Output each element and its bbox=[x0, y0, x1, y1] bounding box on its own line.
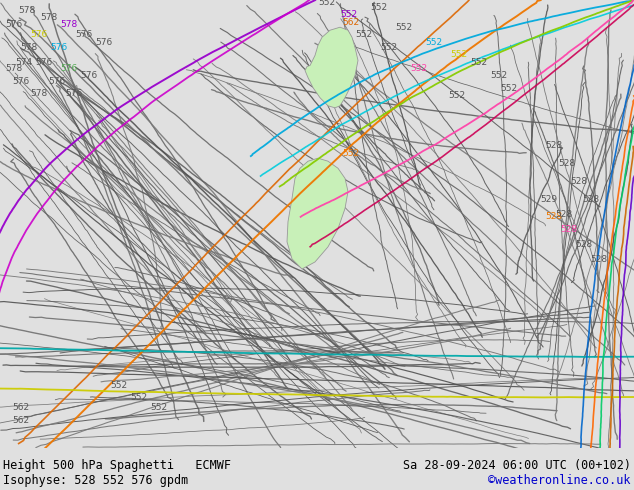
Text: 552: 552 bbox=[110, 381, 127, 390]
Text: 578: 578 bbox=[60, 20, 77, 29]
Text: 552: 552 bbox=[150, 403, 167, 412]
Polygon shape bbox=[305, 27, 358, 108]
Text: 562: 562 bbox=[342, 18, 359, 27]
Text: 552: 552 bbox=[342, 149, 359, 158]
Text: Height 500 hPa Spaghetti   ECMWF: Height 500 hPa Spaghetti ECMWF bbox=[3, 459, 231, 472]
Text: 576: 576 bbox=[65, 89, 82, 98]
Text: 552: 552 bbox=[318, 0, 335, 7]
Text: 552: 552 bbox=[425, 38, 442, 48]
Text: 529: 529 bbox=[540, 195, 557, 203]
Text: 528: 528 bbox=[575, 240, 592, 249]
Text: 552: 552 bbox=[470, 58, 487, 68]
Polygon shape bbox=[287, 158, 348, 269]
Text: 552: 552 bbox=[500, 84, 517, 93]
Text: 552: 552 bbox=[410, 64, 427, 73]
Text: 528: 528 bbox=[545, 212, 562, 220]
Text: 552: 552 bbox=[490, 71, 507, 79]
Text: 578: 578 bbox=[40, 13, 57, 22]
Text: 552: 552 bbox=[130, 393, 147, 402]
Text: 576: 576 bbox=[50, 44, 67, 52]
Text: 578: 578 bbox=[20, 44, 37, 52]
Text: 528: 528 bbox=[545, 141, 562, 150]
Text: Sa 28-09-2024 06:00 UTC (00+102): Sa 28-09-2024 06:00 UTC (00+102) bbox=[403, 459, 631, 472]
Text: 528: 528 bbox=[570, 177, 587, 186]
Text: 576: 576 bbox=[95, 38, 112, 48]
Text: 528: 528 bbox=[590, 255, 607, 264]
Text: 552: 552 bbox=[395, 23, 412, 32]
Text: 562: 562 bbox=[12, 403, 29, 412]
Text: 552: 552 bbox=[355, 30, 372, 39]
Text: 578: 578 bbox=[5, 64, 22, 73]
Text: ©weatheronline.co.uk: ©weatheronline.co.uk bbox=[488, 474, 631, 487]
Text: 552: 552 bbox=[340, 10, 357, 19]
Text: 576: 576 bbox=[35, 58, 52, 68]
Text: 578: 578 bbox=[30, 89, 48, 98]
Text: 576: 576 bbox=[75, 30, 93, 39]
Text: 562: 562 bbox=[12, 416, 29, 425]
Text: 528: 528 bbox=[582, 195, 599, 203]
Text: 552: 552 bbox=[370, 3, 387, 12]
Text: 578: 578 bbox=[18, 6, 36, 15]
Text: 528: 528 bbox=[558, 159, 575, 168]
Text: 528: 528 bbox=[555, 210, 572, 219]
Text: 576: 576 bbox=[60, 64, 77, 73]
Text: 576: 576 bbox=[80, 71, 97, 79]
Text: 576: 576 bbox=[5, 20, 22, 29]
Text: Isophyse: 528 552 576 gpdm: Isophyse: 528 552 576 gpdm bbox=[3, 474, 188, 487]
Text: 552: 552 bbox=[380, 44, 397, 52]
Text: 528: 528 bbox=[560, 225, 577, 234]
Text: 552: 552 bbox=[448, 91, 465, 100]
Text: 576: 576 bbox=[12, 76, 29, 86]
Text: 574: 574 bbox=[15, 58, 32, 68]
Text: 552: 552 bbox=[450, 50, 467, 59]
Text: 576: 576 bbox=[30, 30, 48, 39]
Text: 576: 576 bbox=[48, 76, 65, 86]
